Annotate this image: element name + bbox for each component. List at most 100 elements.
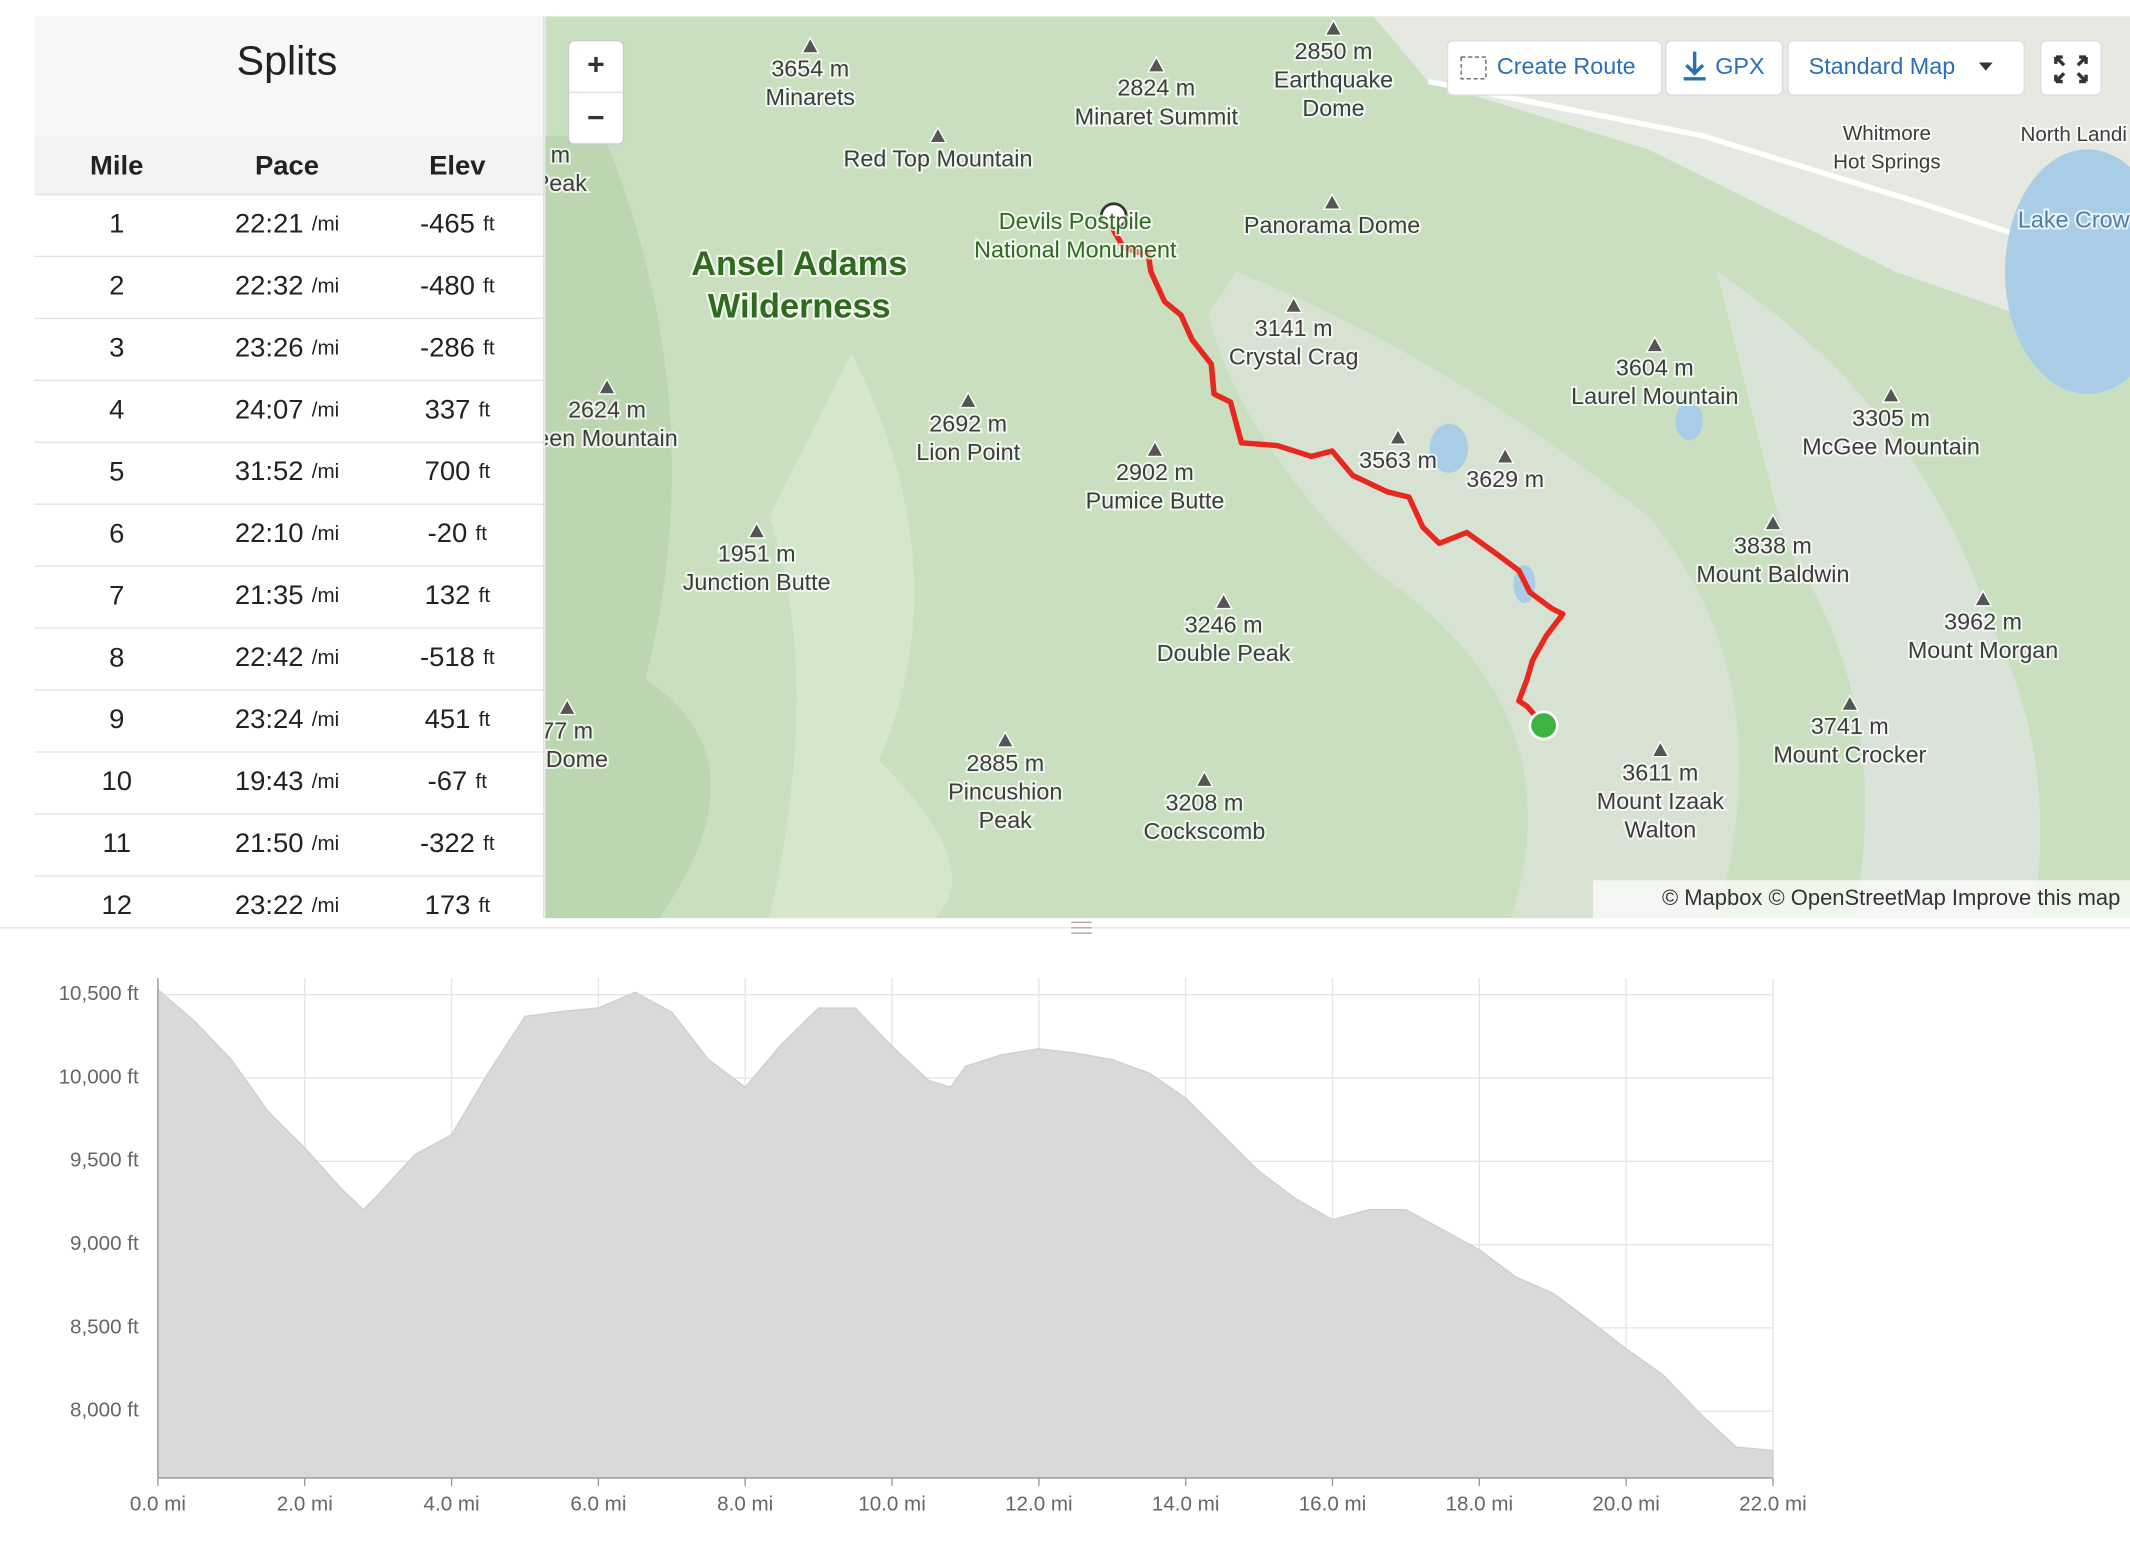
map-label: 3604 m (1616, 355, 1694, 381)
elev-cell: -465 ft (420, 208, 495, 239)
x-tick-label: 12.0 mi (1005, 1493, 1072, 1516)
pace-cell: 22:21/mi (235, 208, 339, 239)
elev-cell: -286 ft (420, 332, 495, 363)
pace-unit: /mi (312, 647, 339, 670)
pace-cell: 31:52/mi (235, 456, 339, 487)
y-tick-label: 10,500 ft (59, 982, 139, 1005)
map-label: Wilderness (708, 287, 891, 325)
peak-icon (1324, 18, 1343, 36)
map-label: 2624 m (568, 397, 646, 423)
pace-cell: 22:42/mi (235, 641, 339, 672)
map-label: 3962 m (1944, 609, 2022, 635)
elev-value: 132 (425, 579, 471, 610)
splits-title: Splits (237, 38, 338, 84)
map-label: 2902 m (1116, 459, 1194, 485)
elev-value: -286 (420, 332, 475, 363)
pace-unit: /mi (312, 709, 339, 732)
peak-icon (1650, 740, 1670, 758)
splits-header-bg (34, 16, 546, 136)
x-tick-label: 6.0 mi (570, 1493, 626, 1516)
map-label: Walton (1624, 817, 1696, 843)
pace-value: 22:42 (235, 641, 304, 672)
elev-cell: -480 ft (420, 270, 495, 301)
mile-cell: 4 (109, 394, 124, 425)
map-label: Mount Crocker (1773, 742, 1926, 768)
gpx-label[interactable]: GPX (1715, 53, 1764, 79)
map-label: Panorama Dome (1244, 212, 1420, 238)
zoom-out[interactable]: − (587, 102, 605, 135)
map-label: Red Top Mountain (844, 145, 1033, 171)
map-label: Minaret Summit (1075, 103, 1239, 129)
pace-cell: 22:32/mi (235, 270, 339, 301)
map-label: Pincushion (948, 779, 1062, 805)
elev-value: 451 (425, 703, 471, 734)
zoom-in[interactable]: + (587, 49, 605, 82)
elev-unit: ft (483, 337, 495, 360)
elev-cell: 337 ft (425, 394, 491, 425)
mile-cell: 11 (102, 827, 130, 858)
elev-unit: ft (479, 709, 491, 732)
columns-bg (34, 135, 546, 196)
peak-icon (747, 521, 767, 539)
map-label: Junction Butte (683, 569, 831, 595)
map-label: u Dome (526, 746, 608, 772)
elev-cell: -67 ft (428, 765, 488, 796)
pace-value: 21:50 (235, 827, 304, 858)
pace-value: 31:52 (235, 456, 304, 487)
peak-icon (958, 391, 978, 409)
elev-cell: -322 ft (420, 827, 495, 858)
elev-unit: ft (483, 832, 495, 855)
pace-value: 24:07 (235, 394, 304, 425)
y-tick-label: 9,000 ft (70, 1232, 139, 1255)
elev-unit: ft (483, 275, 495, 298)
map-label: Earthquake (1274, 67, 1393, 93)
map-label: 3611 m (1622, 759, 1698, 785)
peak-icon (995, 730, 1015, 748)
map-label: National Monument (974, 237, 1177, 263)
peak-icon (1284, 296, 1304, 314)
elev-unit: ft (483, 213, 495, 236)
map-label: Laurel Mountain (1571, 383, 1738, 409)
map-label: 2850 m (1295, 38, 1373, 64)
x-tick-label: 16.0 mi (1299, 1493, 1366, 1516)
map-label: Devils Postpile (999, 208, 1152, 234)
map-label: 3208 m (1165, 789, 1243, 815)
splits-table: Mile Pace Elev 1 22:21/mi -465 ft 2 22:32/mi -480… (34, 16, 546, 920)
fullscreen-button[interactable] (2040, 40, 2102, 96)
pace-unit: /mi (312, 213, 339, 236)
map-label: Mount Morgan (1908, 637, 2058, 663)
y-tick-label: 10,000 ft (59, 1065, 139, 1088)
elev-cell: 173 ft (425, 889, 491, 920)
create-route-label[interactable]: Create Route (1497, 53, 1636, 79)
column-header: Elev (429, 149, 486, 180)
map-label: 3246 m (1185, 611, 1263, 637)
pace-cell: 23:22/mi (235, 889, 339, 920)
map-label: 3838 m (1734, 533, 1812, 559)
peak-icon (1645, 335, 1665, 353)
mile-cell: 7 (109, 579, 124, 610)
map-label: Pumice Butte (1086, 488, 1225, 514)
pace-value: 22:21 (235, 208, 304, 239)
map-label: Cockscomb (1143, 818, 1265, 844)
create-route-button[interactable] (1446, 40, 1663, 96)
map-style-label[interactable]: Standard Map (1809, 53, 1956, 79)
map-style-button[interactable] (1787, 40, 2025, 96)
pace-value: 19:43 (235, 765, 304, 796)
map-label: Lake Crow (2018, 207, 2130, 233)
map-attribution[interactable]: © Mapbox © OpenStreetMap Improve this ma… (1662, 885, 2120, 910)
x-tick-label: 4.0 mi (424, 1493, 480, 1516)
mile-cell: 5 (109, 456, 124, 487)
elev-value: -518 (420, 641, 475, 672)
x-tick-label: 14.0 mi (1152, 1493, 1219, 1516)
pace-value: 23:22 (235, 889, 304, 920)
map-label: 3141 m (1255, 315, 1333, 341)
peak-icon (1388, 427, 1408, 445)
elev-unit: ft (479, 585, 491, 608)
map-label: 3741 m (1811, 713, 1889, 739)
elev-cell: 451 ft (425, 703, 491, 734)
elev-unit: ft (476, 523, 488, 546)
map-label: Double Peak (1157, 640, 1291, 666)
elev-value: -20 (428, 518, 468, 549)
